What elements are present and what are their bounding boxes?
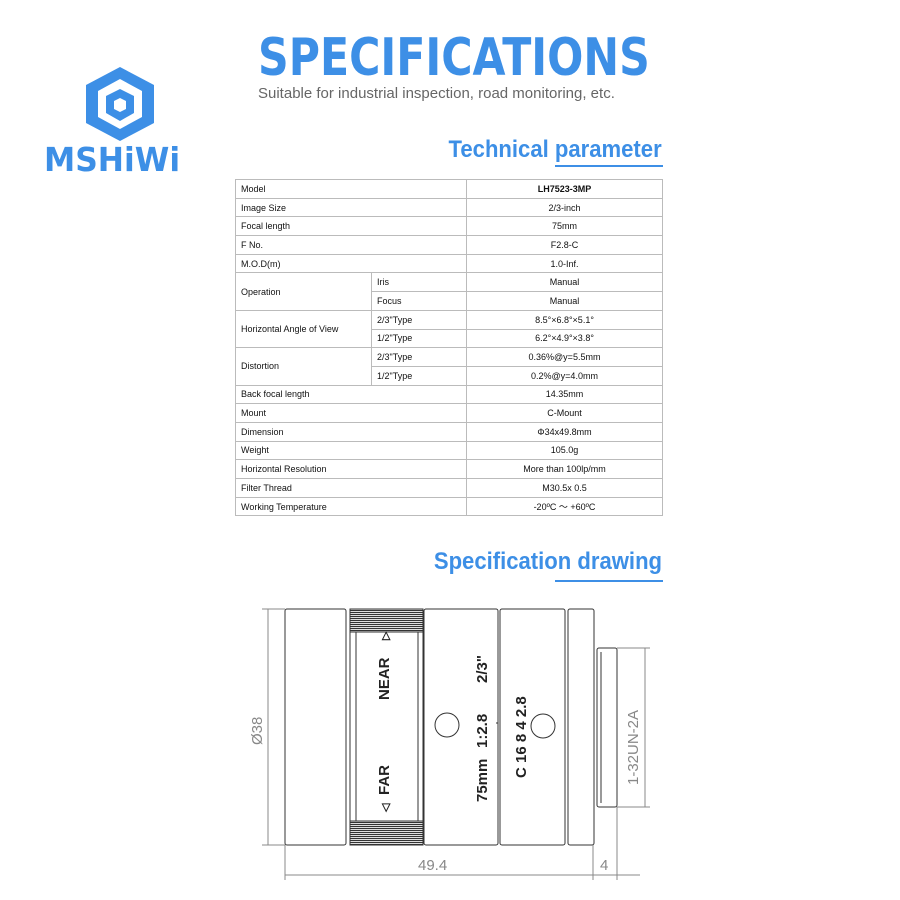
brand-logo-icon <box>86 67 154 141</box>
table-row: Distortion 2/3"Type 0.36%@y=5.5mm <box>235 347 663 386</box>
front-ring <box>284 608 347 846</box>
mount-length-dimension: 4 <box>600 857 608 874</box>
spec-table: Model LH7523-3MP Image Size 2/3-inch Focal… <box>235 179 663 517</box>
rear-ring <box>567 608 595 846</box>
length-dimension: 49.4 <box>418 857 447 874</box>
table-row: Image Size 2/3-inch <box>235 197 663 218</box>
lens-format-text: 2/3" <box>474 655 491 683</box>
knurl-top <box>349 608 424 633</box>
table-row: Focus Manual <box>236 291 663 311</box>
row-label: Operation <box>235 272 372 311</box>
page-title: SPECIFICATIONS <box>258 28 650 88</box>
near-label: NEAR <box>376 657 393 700</box>
screw-hole <box>434 712 460 738</box>
iris-scale-text: C 16 8 4 2.8 <box>513 696 530 778</box>
lens-aperture-text: 1:2.8 <box>474 714 491 748</box>
table-row: F No. F2.8-C <box>235 235 663 255</box>
section-title-drawing: Specification drawing <box>433 548 662 575</box>
table-row: Focal length 75mm <box>235 216 663 237</box>
diameter-dimension: Ø38 <box>249 717 266 745</box>
section-underline <box>555 580 663 582</box>
brand-name: MSHiWi <box>44 140 181 179</box>
page-subtitle: Suitable for industrial inspection, road… <box>258 85 615 102</box>
mount-thread <box>596 647 618 808</box>
section-underline <box>555 165 663 167</box>
near-arrow-icon: ▷ <box>380 631 392 641</box>
row-value: -20ºC ～ +60ºC <box>466 496 663 517</box>
thread-dimension: 1-32UN-2A <box>625 710 642 785</box>
far-arrow-icon: ◁ <box>380 803 392 813</box>
table-row: M.O.D(m) 1.0-Inf. <box>235 253 663 274</box>
section-title-technical: Technical parameter <box>448 136 662 163</box>
lens-focal-text: 75mm <box>474 759 491 802</box>
far-label: FAR <box>376 765 393 795</box>
screw-hole <box>530 713 556 739</box>
knurl-bottom <box>349 820 424 846</box>
table-row: 1/2"Type 0.2%@y=4.0mm <box>236 365 663 386</box>
table-row: Back focal length 14.35mm <box>235 384 663 405</box>
table-row: Operation Iris Manual <box>235 272 663 311</box>
row-label: Horizontal Angle of View <box>235 309 372 349</box>
table-row: 1/2"Type 6.2°×4.9°×3.8° <box>236 328 663 349</box>
middle-barrel <box>423 608 499 846</box>
row-label: Working Temperature <box>235 496 467 517</box>
table-row: Working Temperature -20ºC ～ +60ºC <box>235 496 663 517</box>
